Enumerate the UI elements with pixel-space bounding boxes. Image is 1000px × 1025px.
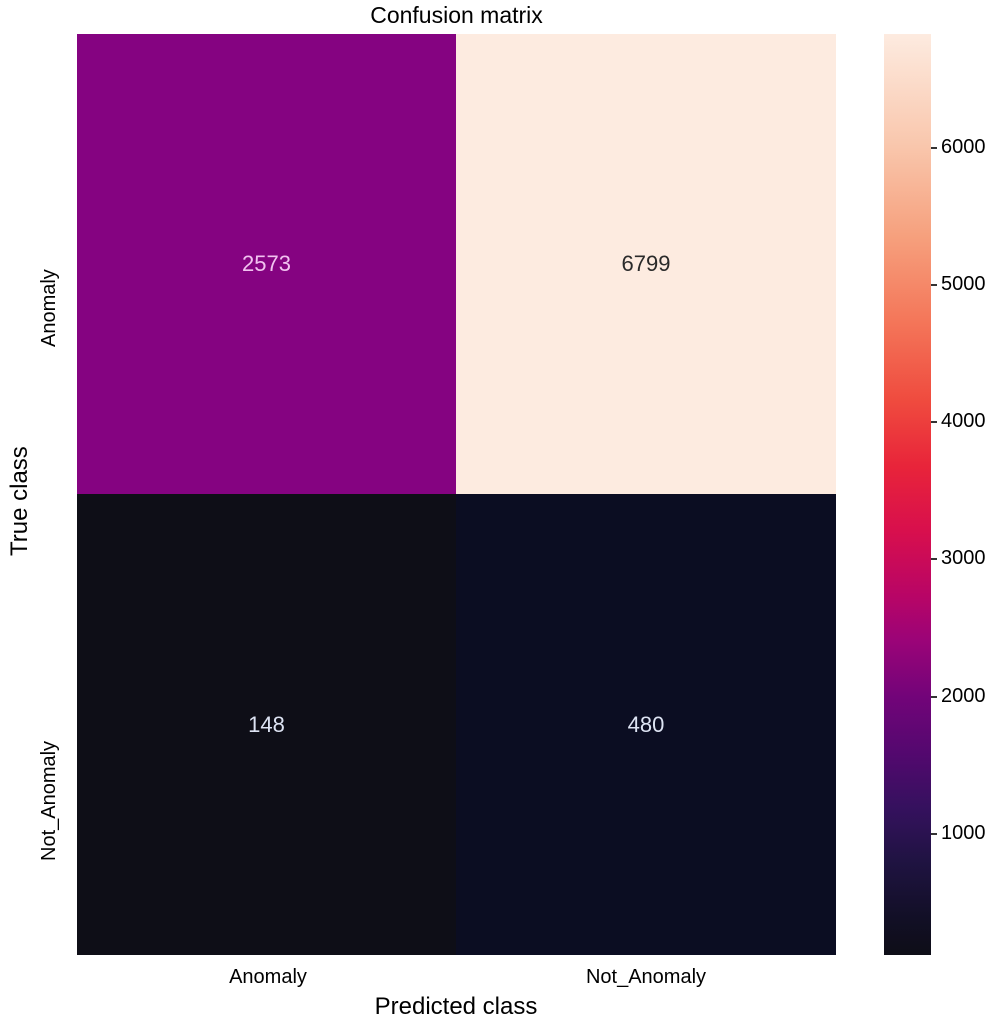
cell-value: 480 bbox=[627, 711, 665, 737]
cell-anomaly-anomaly: 2573 bbox=[77, 34, 456, 494]
cell-value: 2573 bbox=[242, 251, 291, 276]
cell-not-anomaly-anomaly: 148 bbox=[77, 494, 456, 955]
x-tick-anomaly: Anomaly bbox=[229, 966, 307, 988]
x-tick-not-anomaly: Not_Anomaly bbox=[585, 966, 707, 988]
x-axis-label: Predicted class bbox=[374, 993, 538, 1020]
chart-title: Confusion matrix bbox=[370, 2, 543, 28]
cell-value: 6799 bbox=[621, 251, 671, 276]
colorbar bbox=[884, 34, 931, 955]
y-tick-not-anomaly: Not_Anomaly bbox=[38, 740, 60, 861]
y-axis-label: True class bbox=[6, 446, 33, 556]
y-tick-anomaly: Anomaly bbox=[38, 269, 60, 347]
confusion-matrix-heatmap: 2573 6799 148 480 bbox=[77, 34, 836, 955]
cell-anomaly-not-anomaly: 6799 bbox=[456, 34, 836, 494]
cell-value: 148 bbox=[248, 711, 285, 737]
cell-not-anomaly-not-anomaly: 480 bbox=[456, 494, 836, 955]
